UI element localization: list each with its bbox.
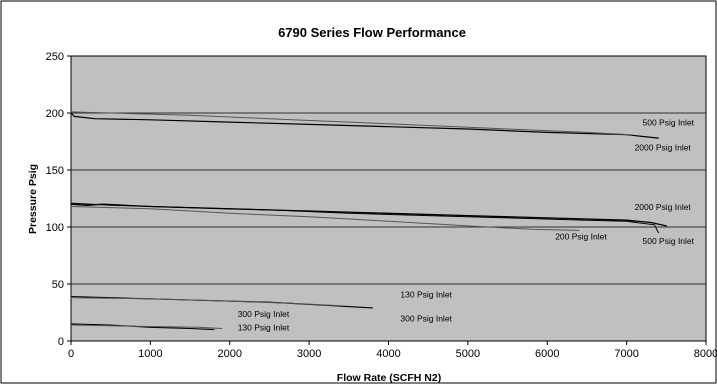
series-label-5: 200 Psig Inlet — [555, 232, 607, 242]
series-line-2 — [70, 111, 632, 136]
y-axis-ticks: 0 50 100 150 200 250 — [46, 51, 71, 348]
gridlines — [71, 112, 706, 285]
x-tick-label-2000: 2000 — [218, 348, 242, 360]
x-tick-label-6000: 6000 — [535, 348, 559, 360]
y-tick-label-100: 100 — [46, 222, 64, 234]
x-tick-label-3000: 3000 — [297, 348, 321, 360]
x-tick-label-1000: 1000 — [138, 348, 162, 360]
x-axis-ticks: 0 1000 2000 3000 4000 5000 6000 7000 8000 — [68, 341, 717, 360]
x-axis-label: Flow Rate (SCFH N2) — [337, 372, 441, 384]
series-label-6: 130 Psig Inlet — [400, 290, 452, 300]
x-tick-label-0: 0 — [68, 348, 74, 360]
y-tick-label-250: 250 — [46, 51, 64, 63]
series-line-9 — [70, 324, 223, 329]
y-tick-label-0: 0 — [58, 336, 64, 348]
chart-title: 6790 Series Flow Performance — [278, 25, 466, 40]
series-label-7: 300 Psig Inlet — [400, 314, 452, 324]
y-tick-label-50: 50 — [52, 279, 64, 291]
series-label-1: 500 Psig Inlet — [643, 118, 695, 128]
y-tick-label-200: 200 — [46, 108, 64, 120]
series-line-7 — [70, 297, 342, 307]
x-tick-label-7000: 7000 — [614, 348, 638, 360]
x-tick-label-5000: 5000 — [456, 348, 480, 360]
y-axis-label: Pressure Psig — [27, 164, 39, 234]
series-label-4: 500 Psig Inlet — [643, 236, 695, 246]
y-tick-label-150: 150 — [46, 165, 64, 177]
series-lines — [70, 111, 667, 331]
series-label-9: 130 Psig Inlet — [238, 323, 290, 333]
x-tick-label-8000: 8000 — [694, 348, 717, 360]
series-label-3: 2000 Psig Inlet — [635, 202, 692, 212]
series-label-8: 300 Psig Inlet — [238, 309, 290, 319]
x-tick-label-4000: 4000 — [376, 348, 400, 360]
series-line-4 — [70, 202, 659, 234]
plot-area — [70, 55, 707, 342]
series-labels: 500 Psig Inlet 2000 Psig Inlet 2000 Psig I… — [238, 118, 695, 333]
series-line-8 — [70, 323, 215, 331]
series-line-1 — [70, 112, 660, 139]
series-line-5 — [70, 206, 580, 231]
series-label-2: 2000 Psig Inlet — [635, 143, 692, 153]
